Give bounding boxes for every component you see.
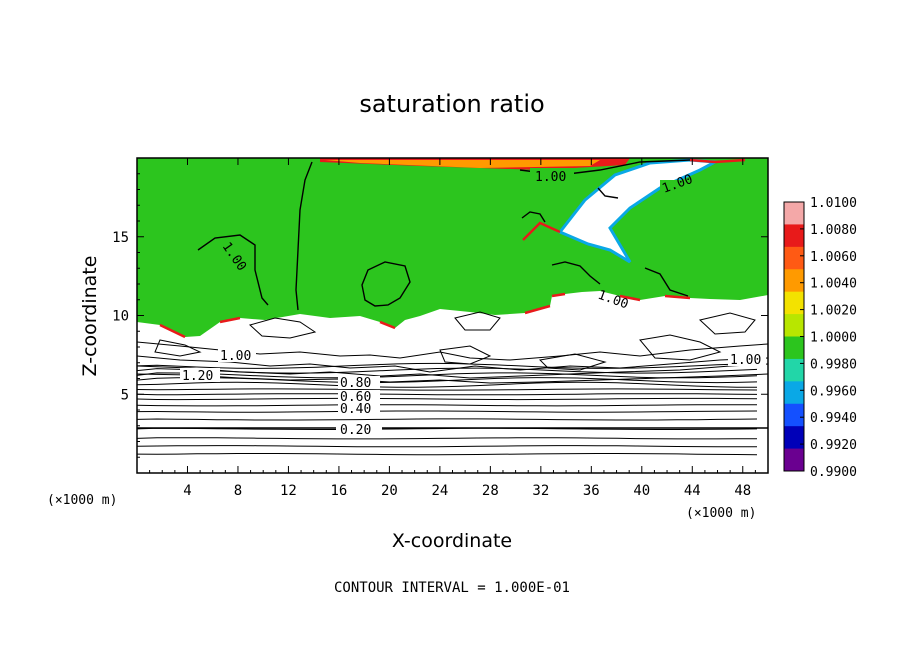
cloud-boundary-white bbox=[137, 291, 768, 380]
contour-label: 0.60 bbox=[340, 390, 371, 405]
colorbar-swatch bbox=[784, 269, 804, 293]
x-tick-label: 12 bbox=[280, 483, 297, 499]
x-tick-label: 40 bbox=[633, 483, 650, 499]
colorbar-swatch bbox=[784, 314, 804, 337]
colorbar: 1.0100 1.0080 1.0060 1.0040 1.0020 1.0000 0.99… bbox=[783, 196, 857, 480]
colorbar-swatch bbox=[784, 403, 804, 427]
cloud-boundary-rim bbox=[159, 292, 691, 339]
upper-red-rim bbox=[522, 158, 746, 241]
colorbar-swatch bbox=[784, 448, 804, 472]
stratified-contour-line bbox=[137, 418, 758, 421]
colorbar-tick-label: 1.0080 bbox=[810, 223, 857, 238]
contour-mid-loop bbox=[361, 261, 411, 307]
colorbar-tick-label: 0.9940 bbox=[810, 411, 857, 426]
stratified-contour-line bbox=[137, 404, 758, 407]
contour-label: 0.20 bbox=[340, 423, 371, 438]
contour-label: 1.20 bbox=[182, 369, 213, 384]
x-tick-label: 16 bbox=[330, 483, 347, 499]
x-tick-label: 44 bbox=[684, 483, 701, 499]
colorbar-tick-label: 0.9920 bbox=[810, 438, 857, 453]
contour-upper-left bbox=[197, 161, 313, 311]
contour-label: 1.00 bbox=[730, 353, 761, 368]
y-axis-ticks: 5 10 15 bbox=[112, 173, 768, 458]
colorbar-tick-label: 0.9900 bbox=[810, 465, 857, 480]
colorbar-swatch bbox=[784, 426, 804, 450]
y-tick-label: 15 bbox=[112, 230, 129, 246]
y-tick-label: 5 bbox=[121, 387, 129, 403]
x-axis-label: X-coordinate bbox=[392, 530, 512, 552]
colorbar-tick-label: 1.0100 bbox=[810, 196, 857, 211]
stratified-contour-line bbox=[137, 381, 758, 388]
colorbar-swatch bbox=[784, 291, 804, 315]
contour-interval-note: CONTOUR INTERVAL = 1.000E-01 bbox=[334, 580, 570, 596]
stratified-contour-line bbox=[137, 367, 758, 374]
colorbar-tick-label: 1.0020 bbox=[810, 304, 857, 319]
colorbar-tick-label: 0.9960 bbox=[810, 384, 857, 399]
contour-label: 1.00 bbox=[535, 170, 566, 185]
colorbar-swatch bbox=[784, 202, 804, 225]
colorbar-tick-label: 1.0040 bbox=[810, 277, 857, 292]
x-tick-label: 8 bbox=[234, 483, 242, 499]
contour-upper-right bbox=[519, 159, 691, 297]
colorbar-swatch bbox=[784, 358, 804, 382]
colorbar-swatch bbox=[784, 246, 804, 270]
stratified-contour-line bbox=[137, 445, 757, 448]
x-tick-label: 24 bbox=[431, 483, 448, 499]
x-tick-label: 32 bbox=[532, 483, 549, 499]
stratified-contour-line bbox=[137, 453, 758, 456]
contour-label: 1.00 bbox=[220, 349, 251, 364]
stratified-contour-line bbox=[137, 397, 758, 401]
plot-area: 1.00 1.00 1.00 1.00 1.00 1.00 1.20 0.80 … bbox=[137, 158, 768, 473]
contour-label: 0.40 bbox=[340, 402, 371, 417]
x-tick-label: 36 bbox=[583, 483, 600, 499]
x-axis-ticks: 4 8 12 16 20 24 28 32 36 40 44 48 bbox=[149, 158, 756, 499]
colorbar-tick-label: 0.9980 bbox=[810, 357, 857, 372]
stratified-contour-line bbox=[137, 362, 758, 369]
top-orange-band bbox=[325, 160, 600, 168]
colorbar-swatch bbox=[784, 381, 804, 405]
colorbar-swatch bbox=[784, 336, 804, 360]
stratified-contour-line bbox=[137, 393, 758, 396]
contour-labels: 1.00 1.00 1.00 1.00 1.00 1.00 1.20 0.80 … bbox=[180, 168, 766, 438]
chart-title: saturation ratio bbox=[359, 90, 544, 118]
x-tick-label: 28 bbox=[482, 483, 499, 499]
colorbar-tick-label: 1.0060 bbox=[810, 250, 857, 265]
y-axis-label: Z-coordinate bbox=[79, 256, 101, 377]
x-tick-label: 48 bbox=[734, 483, 751, 499]
x-tick-label: 20 bbox=[381, 483, 398, 499]
colorbar-swatch bbox=[784, 224, 804, 248]
x-tick-label: 4 bbox=[183, 483, 191, 499]
stratified-contour-line bbox=[137, 377, 758, 384]
stratified-contour-line bbox=[137, 410, 758, 413]
x-unit-left: (×1000 m) bbox=[47, 493, 117, 508]
contour-label: 0.80 bbox=[340, 376, 371, 391]
contour-wavy-2 bbox=[137, 355, 768, 373]
colorbar-tick-label: 1.0000 bbox=[810, 331, 857, 346]
x-unit-right: (×1000 m) bbox=[686, 506, 756, 521]
upper-dry-plume bbox=[557, 158, 721, 264]
contour-cloud-loops bbox=[154, 311, 756, 371]
stratified-contour-line bbox=[137, 388, 758, 391]
stratified-contour-line bbox=[137, 372, 758, 379]
stratified-contour-line bbox=[137, 437, 758, 440]
y-tick-label: 10 bbox=[112, 309, 129, 325]
